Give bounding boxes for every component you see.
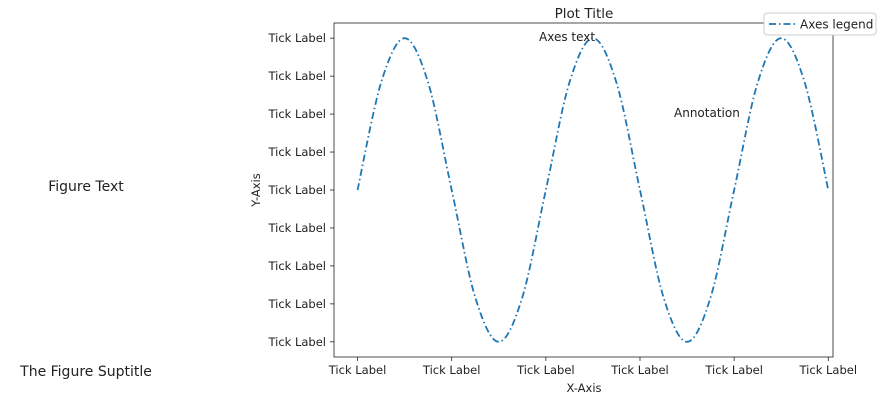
x-axis-ticks: Tick Label Tick Label Tick Label Tick Label… xyxy=(328,357,857,377)
legend-box xyxy=(763,12,877,36)
y-tick-label: Tick Label xyxy=(267,31,326,45)
figure-suptitle: The Figure Suptitle xyxy=(19,364,152,380)
y-axis-ticks: Tick Label Tick Label Tick Label Tick Label… xyxy=(267,31,334,349)
legend: Axes legend xyxy=(763,12,877,36)
plot-title: Plot Title xyxy=(555,6,614,22)
x-tick-label: Tick Label xyxy=(704,363,763,377)
x-tick-label: Tick Label xyxy=(328,363,387,377)
x-tick-label: Tick Label xyxy=(422,363,481,377)
axes-text: Axes text xyxy=(539,30,595,44)
y-tick-label: Tick Label xyxy=(267,145,326,159)
y-tick-label: Tick Label xyxy=(267,107,326,121)
y-tick-label: Tick Label xyxy=(267,69,326,83)
y-tick-label: Tick Label xyxy=(267,259,326,273)
x-axis-label: X-Axis xyxy=(566,381,601,393)
legend-entry-label: Axes legend xyxy=(800,18,873,32)
y-tick-label: Tick Label xyxy=(267,183,326,197)
series-line xyxy=(356,37,830,343)
y-tick-label: Tick Label xyxy=(267,221,326,235)
x-tick-label: Tick Label xyxy=(610,363,669,377)
series-layer xyxy=(356,37,830,343)
y-axis-label: Y-Axis xyxy=(249,173,263,207)
figure-text: Figure Text xyxy=(48,179,124,195)
x-tick-label: Tick Label xyxy=(516,363,575,377)
axes-frame xyxy=(333,22,834,358)
annotation-text: Annotation xyxy=(674,106,740,120)
y-tick-label: Tick Label xyxy=(267,297,326,311)
x-tick-label: Tick Label xyxy=(799,363,858,377)
y-tick-label: Tick Label xyxy=(267,335,326,349)
